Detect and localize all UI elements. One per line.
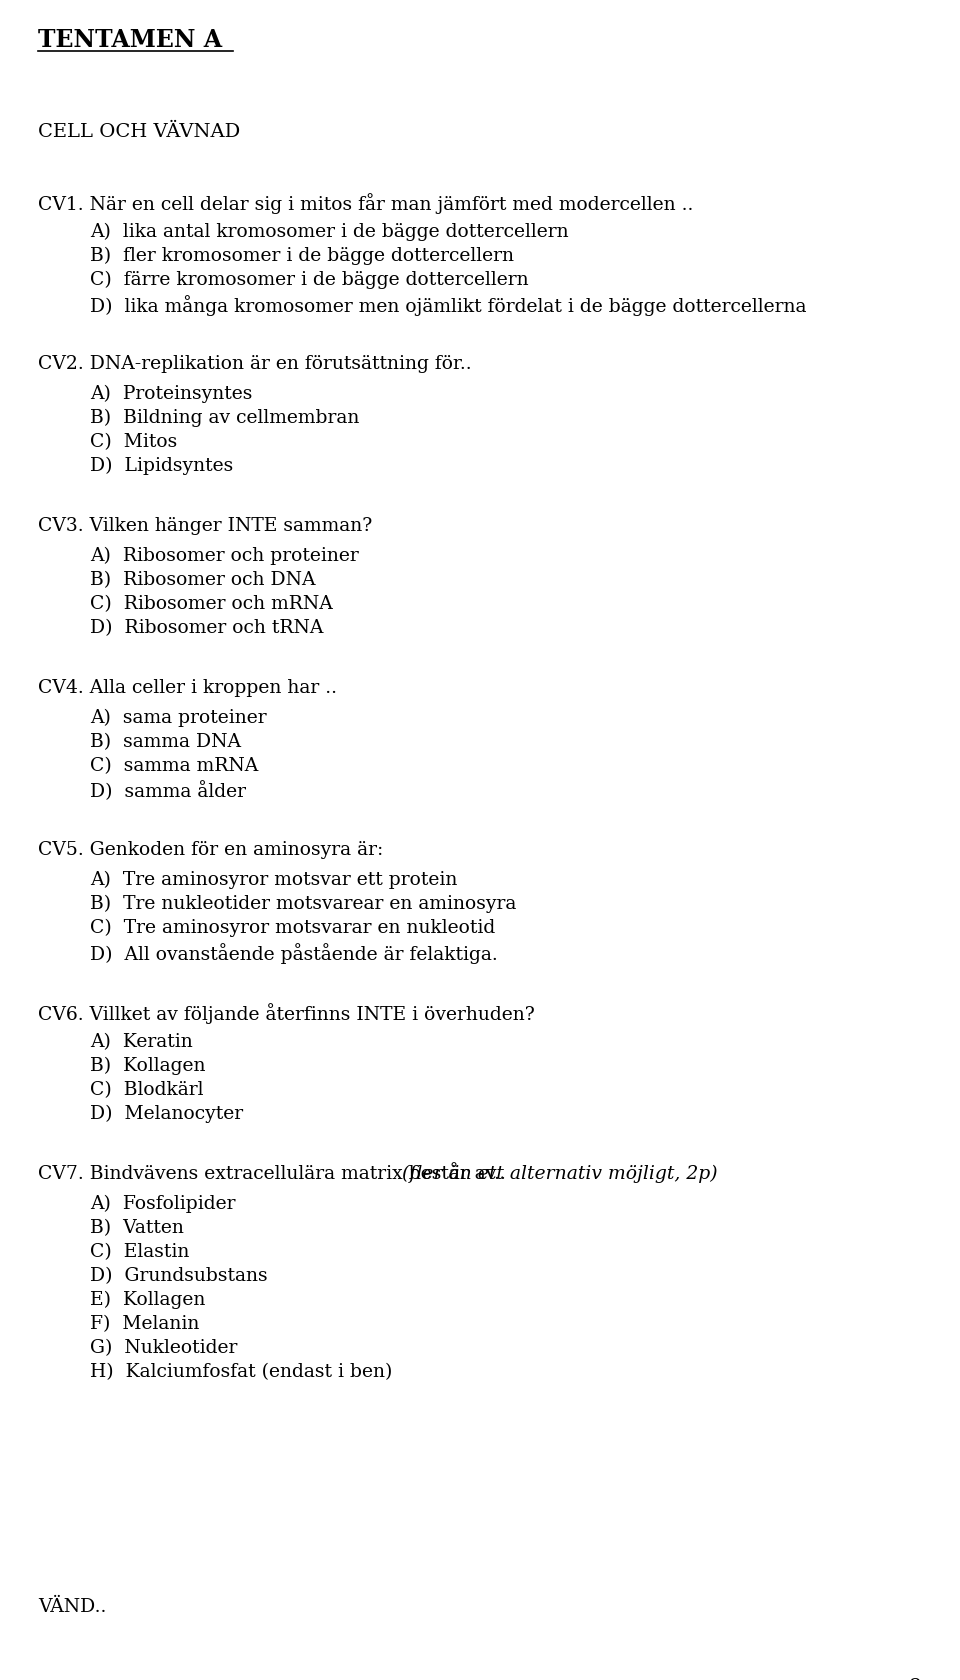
Text: CV3. Vilken hänger INTE samman?: CV3. Vilken hänger INTE samman? <box>38 517 372 534</box>
Text: B)  Vatten: B) Vatten <box>90 1218 184 1236</box>
Text: CV7. Bindvävens extracellulära matrix består av..: CV7. Bindvävens extracellulära matrix be… <box>38 1164 506 1183</box>
Text: B)  Bildning av cellmembran: B) Bildning av cellmembran <box>90 408 359 427</box>
Text: D)  lika många kromosomer men ojämlikt fördelat i de bägge dottercellerna: D) lika många kromosomer men ojämlikt fö… <box>90 294 806 316</box>
Text: C)  Ribosomer och mRNA: C) Ribosomer och mRNA <box>90 595 333 613</box>
Text: C)  färre kromosomer i de bägge dottercellern: C) färre kromosomer i de bägge dottercel… <box>90 270 529 289</box>
Text: C)  Mitos: C) Mitos <box>90 433 178 450</box>
Text: B)  fler kromosomer i de bägge dottercellern: B) fler kromosomer i de bägge dottercell… <box>90 247 514 265</box>
Text: E)  Kollagen: E) Kollagen <box>90 1290 205 1309</box>
Text: A)  Keratin: A) Keratin <box>90 1033 193 1050</box>
Text: F)  Melanin: F) Melanin <box>90 1314 200 1332</box>
Text: VÄND..: VÄND.. <box>38 1598 107 1614</box>
Text: A)  sama proteiner: A) sama proteiner <box>90 709 267 727</box>
Text: A)  Fosfolipider: A) Fosfolipider <box>90 1194 235 1213</box>
Text: B)  Ribosomer och DNA: B) Ribosomer och DNA <box>90 571 316 588</box>
Text: G)  Nukleotider: G) Nukleotider <box>90 1339 237 1356</box>
Text: CV1. När en cell delar sig i mitos får man jämfört med modercellen ..: CV1. När en cell delar sig i mitos får m… <box>38 193 693 213</box>
Text: A)  Proteinsyntes: A) Proteinsyntes <box>90 385 252 403</box>
Text: TENTAMEN A: TENTAMEN A <box>38 29 222 52</box>
Text: CELL OCH VÄVNAD: CELL OCH VÄVNAD <box>38 123 240 141</box>
Text: CV5. Genkoden för en aminosyra är:: CV5. Genkoden för en aminosyra är: <box>38 840 383 858</box>
Text: D)  samma ålder: D) samma ålder <box>90 781 246 800</box>
Text: B)  samma DNA: B) samma DNA <box>90 732 241 751</box>
Text: CV6. Villket av följande återfinns INTE i överhuden?: CV6. Villket av följande återfinns INTE … <box>38 1003 535 1023</box>
Text: D)  Grundsubstans: D) Grundsubstans <box>90 1267 268 1284</box>
Text: H)  Kalciumfosfat (endast i ben): H) Kalciumfosfat (endast i ben) <box>90 1362 393 1381</box>
Text: 2: 2 <box>910 1677 922 1680</box>
Text: CV4. Alla celler i kroppen har ..: CV4. Alla celler i kroppen har .. <box>38 679 337 697</box>
Text: (fler än ett alternativ möjligt, 2p): (fler än ett alternativ möjligt, 2p) <box>396 1164 718 1183</box>
Text: C)  Tre aminosyror motsvarar en nukleotid: C) Tre aminosyror motsvarar en nukleotid <box>90 919 495 937</box>
Text: D)  Lipidsyntes: D) Lipidsyntes <box>90 457 233 475</box>
Text: A)  lika antal kromosomer i de bägge dottercellern: A) lika antal kromosomer i de bägge dott… <box>90 223 568 242</box>
Text: A)  Tre aminosyror motsvar ett protein: A) Tre aminosyror motsvar ett protein <box>90 870 457 889</box>
Text: B)  Tre nukleotider motsvarear en aminosyra: B) Tre nukleotider motsvarear en aminosy… <box>90 894 516 912</box>
Text: C)  samma mRNA: C) samma mRNA <box>90 756 258 774</box>
Text: D)  Melanocyter: D) Melanocyter <box>90 1104 243 1122</box>
Text: CV2. DNA-replikation är en förutsättning för..: CV2. DNA-replikation är en förutsättning… <box>38 354 471 373</box>
Text: C)  Blodkärl: C) Blodkärl <box>90 1080 204 1099</box>
Text: D)  All ovanstående påstående är felaktiga.: D) All ovanstående påstående är felaktig… <box>90 942 497 963</box>
Text: C)  Elastin: C) Elastin <box>90 1242 189 1260</box>
Text: D)  Ribosomer och tRNA: D) Ribosomer och tRNA <box>90 618 324 637</box>
Text: B)  Kollagen: B) Kollagen <box>90 1057 205 1075</box>
Text: A)  Ribosomer och proteiner: A) Ribosomer och proteiner <box>90 546 359 564</box>
